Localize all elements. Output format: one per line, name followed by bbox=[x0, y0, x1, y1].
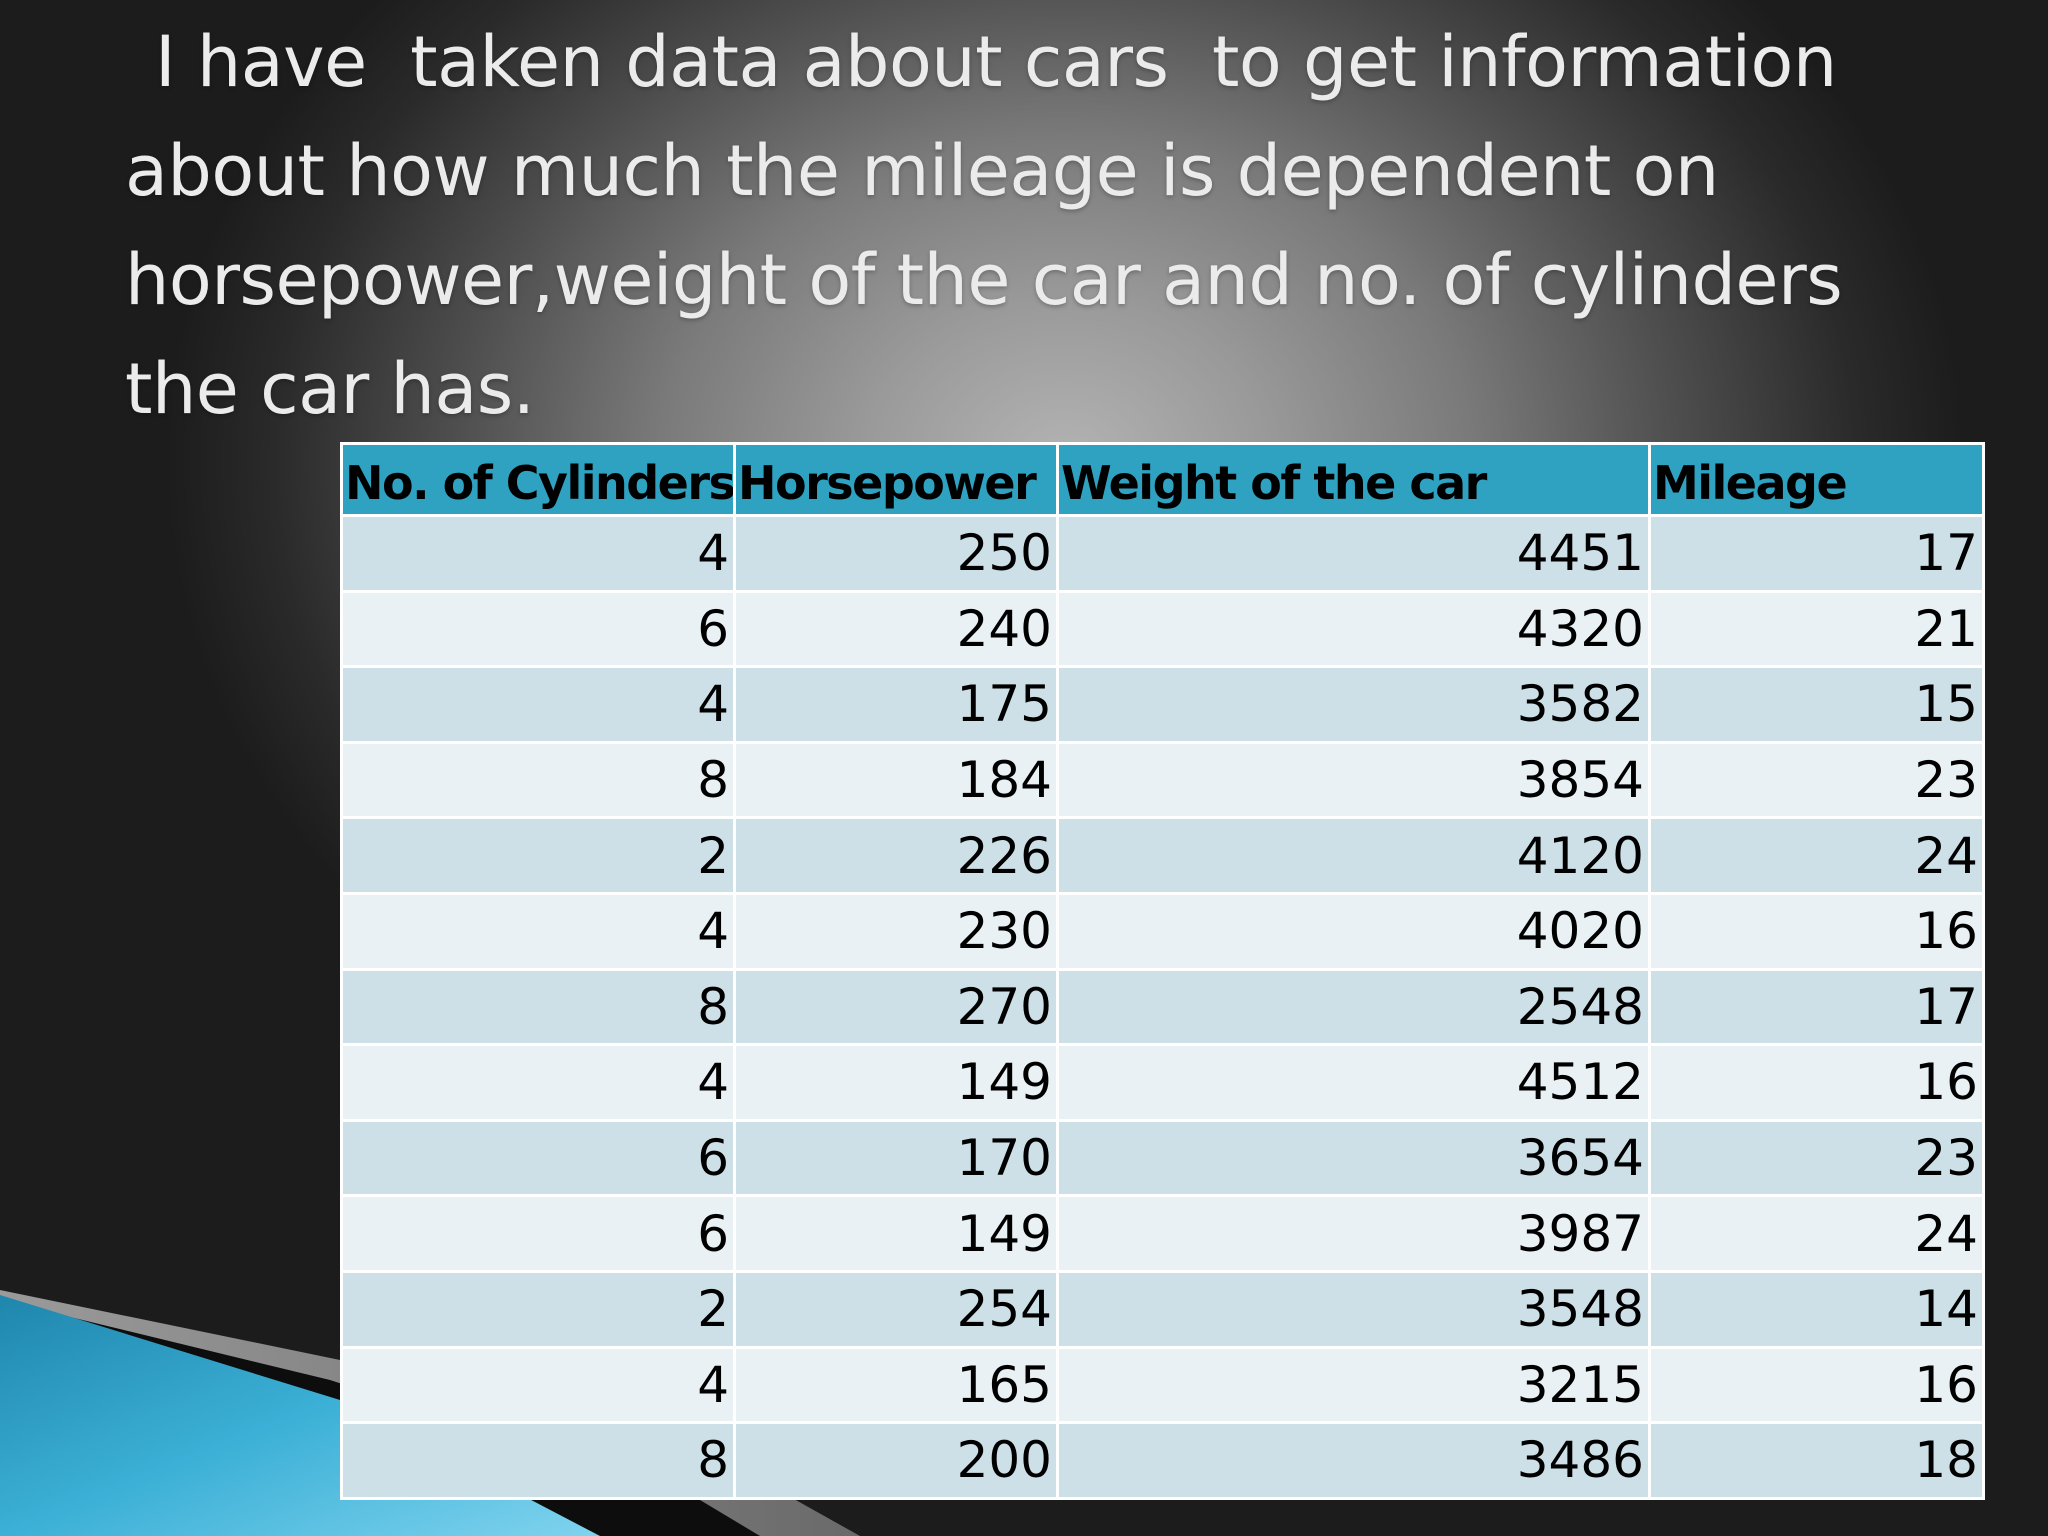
cell-horsepower: 149 bbox=[733, 1043, 1059, 1122]
table-row: 4 250 4451 17 bbox=[340, 514, 1985, 593]
table-row: 4 230 4020 16 bbox=[340, 891, 1985, 971]
cell-weight: 3215 bbox=[1056, 1345, 1651, 1425]
cell-mileage: 24 bbox=[1648, 816, 1985, 895]
cell-mileage: 23 bbox=[1648, 1118, 1985, 1198]
table-row: 6 170 3654 23 bbox=[340, 1118, 1985, 1198]
cell-cylinders: 8 bbox=[340, 1421, 736, 1500]
cell-mileage: 21 bbox=[1648, 589, 1985, 669]
cell-horsepower: 184 bbox=[733, 740, 1059, 820]
cell-weight: 3486 bbox=[1056, 1421, 1651, 1500]
cell-weight: 3548 bbox=[1056, 1269, 1651, 1349]
cell-horsepower: 175 bbox=[733, 665, 1059, 744]
cell-horsepower: 165 bbox=[733, 1345, 1059, 1425]
table-row: 2 226 4120 24 bbox=[340, 816, 1985, 895]
cell-cylinders: 4 bbox=[340, 891, 736, 971]
table-row: 8 200 3486 18 bbox=[340, 1421, 1985, 1500]
cell-cylinders: 2 bbox=[340, 816, 736, 895]
heading-line-1: I have taken data about cars to get info… bbox=[155, 21, 1837, 103]
cell-cylinders: 6 bbox=[340, 589, 736, 669]
header-cylinders: No. of Cylinders bbox=[340, 442, 736, 517]
cell-cylinders: 6 bbox=[340, 1194, 736, 1273]
cell-horsepower: 149 bbox=[733, 1194, 1059, 1273]
cell-mileage: 16 bbox=[1648, 1345, 1985, 1425]
heading-line-2: about how much the mileage is dependent … bbox=[125, 130, 1719, 212]
cell-mileage: 18 bbox=[1648, 1421, 1985, 1500]
cell-horsepower: 250 bbox=[733, 514, 1059, 593]
table-row: 4 149 4512 16 bbox=[340, 1043, 1985, 1122]
cell-cylinders: 4 bbox=[340, 1345, 736, 1425]
cell-mileage: 16 bbox=[1648, 1043, 1985, 1122]
table-row: 4 165 3215 16 bbox=[340, 1345, 1985, 1425]
cars-data-table: No. of Cylinders Horsepower Weight of th… bbox=[340, 442, 1985, 1500]
table-row: 8 184 3854 23 bbox=[340, 740, 1985, 820]
cell-horsepower: 254 bbox=[733, 1269, 1059, 1349]
table-row: 6 149 3987 24 bbox=[340, 1194, 1985, 1273]
cell-mileage: 16 bbox=[1648, 891, 1985, 971]
table-header-row: No. of Cylinders Horsepower Weight of th… bbox=[340, 442, 1985, 517]
cell-mileage: 15 bbox=[1648, 665, 1985, 744]
cell-cylinders: 2 bbox=[340, 1269, 736, 1349]
cell-cylinders: 4 bbox=[340, 665, 736, 744]
cell-cylinders: 4 bbox=[340, 514, 736, 593]
cell-weight: 4451 bbox=[1056, 514, 1651, 593]
table-row: 2 254 3548 14 bbox=[340, 1269, 1985, 1349]
table-row: 8 270 2548 17 bbox=[340, 967, 1985, 1047]
cell-horsepower: 200 bbox=[733, 1421, 1059, 1500]
cell-cylinders: 6 bbox=[340, 1118, 736, 1198]
cell-weight: 4320 bbox=[1056, 589, 1651, 669]
cell-weight: 4512 bbox=[1056, 1043, 1651, 1122]
header-weight: Weight of the car bbox=[1056, 442, 1651, 517]
cell-horsepower: 170 bbox=[733, 1118, 1059, 1198]
header-mileage: Mileage bbox=[1648, 442, 1985, 517]
cell-weight: 4120 bbox=[1056, 816, 1651, 895]
cell-mileage: 23 bbox=[1648, 740, 1985, 820]
cell-weight: 3582 bbox=[1056, 665, 1651, 744]
header-horsepower: Horsepower bbox=[733, 442, 1059, 517]
cell-weight: 3854 bbox=[1056, 740, 1651, 820]
cell-mileage: 24 bbox=[1648, 1194, 1985, 1273]
slide-heading: I have taken data about cars to get info… bbox=[125, 8, 2005, 444]
cell-horsepower: 230 bbox=[733, 891, 1059, 971]
cell-horsepower: 226 bbox=[733, 816, 1059, 895]
heading-line-4: the car has. bbox=[125, 348, 535, 430]
cell-weight: 3987 bbox=[1056, 1194, 1651, 1273]
table-row: 4 175 3582 15 bbox=[340, 665, 1985, 744]
cell-weight: 3654 bbox=[1056, 1118, 1651, 1198]
cell-mileage: 17 bbox=[1648, 514, 1985, 593]
heading-line-3: horsepower,weight of the car and no. of … bbox=[125, 239, 1843, 321]
cell-weight: 4020 bbox=[1056, 891, 1651, 971]
cell-weight: 2548 bbox=[1056, 967, 1651, 1047]
cell-cylinders: 4 bbox=[340, 1043, 736, 1122]
cell-cylinders: 8 bbox=[340, 967, 736, 1047]
cell-mileage: 14 bbox=[1648, 1269, 1985, 1349]
cell-horsepower: 240 bbox=[733, 589, 1059, 669]
cell-cylinders: 8 bbox=[340, 740, 736, 820]
cell-mileage: 17 bbox=[1648, 967, 1985, 1047]
table-row: 6 240 4320 21 bbox=[340, 589, 1985, 669]
cell-horsepower: 270 bbox=[733, 967, 1059, 1047]
